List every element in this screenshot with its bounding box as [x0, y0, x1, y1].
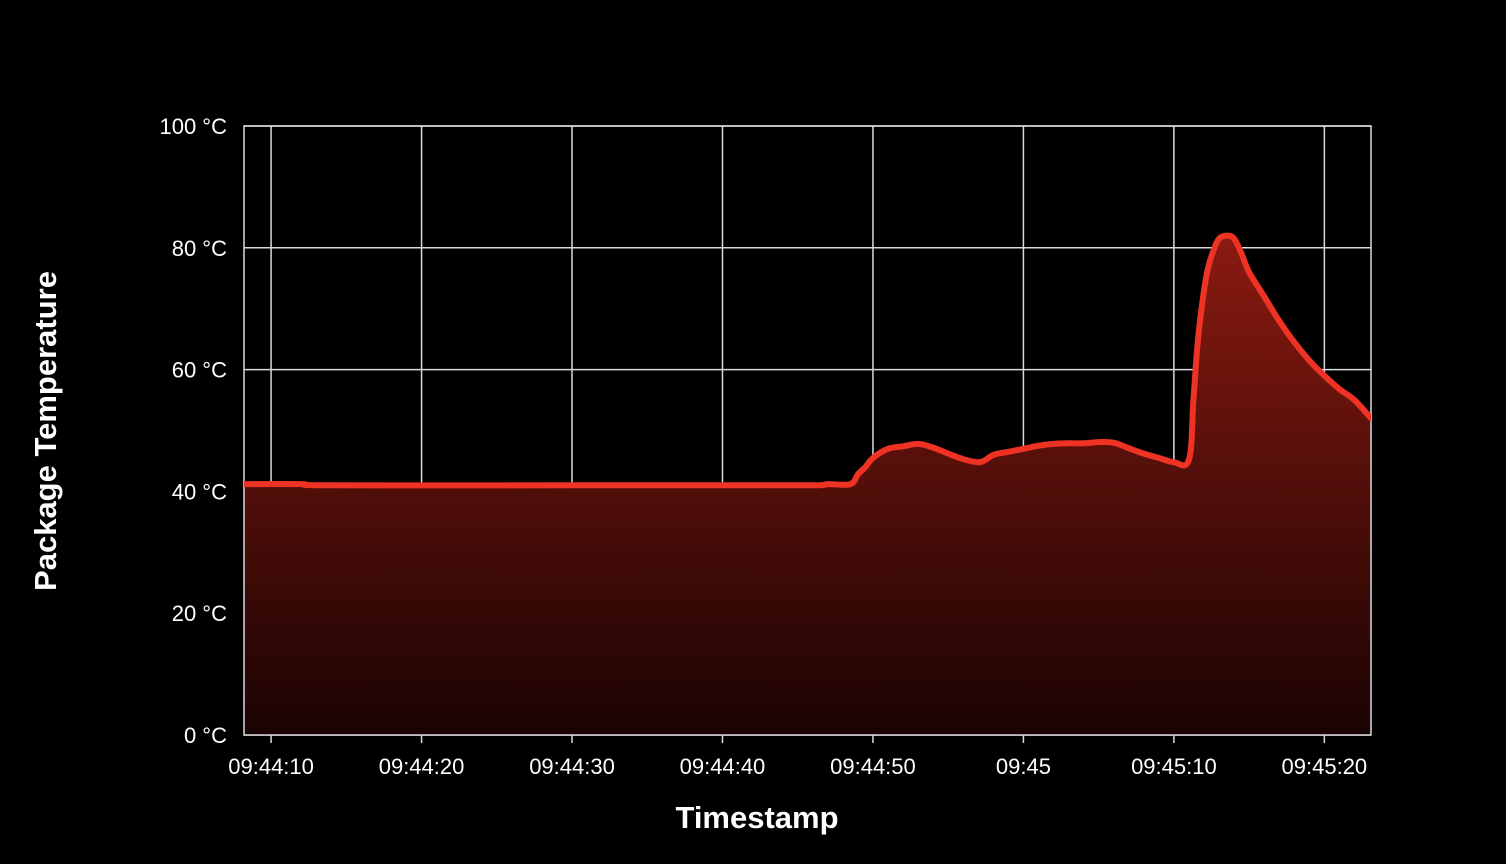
line-layer [244, 232, 1371, 489]
x-tick-label: 09:45 [996, 754, 1051, 779]
y-axis-ticks: 0 °C 20 °C 40 °C 60 °C 80 °C 100 °C [159, 114, 227, 748]
area-layer [244, 235, 1371, 735]
y-tick-label: 0 °C [184, 723, 227, 748]
y-tick-label: 100 °C [159, 114, 227, 139]
y-tick-label: 60 °C [172, 358, 227, 383]
plot-frame [243, 125, 1372, 736]
y-tick-label: 20 °C [172, 601, 227, 626]
x-axis-ticks: 09:44:10 09:44:20 09:44:30 09:44:40 09:44:50… [228, 754, 1367, 779]
series-line [244, 232, 1371, 489]
x-axis-title: Timestamp [675, 800, 838, 835]
series-area [244, 235, 1371, 735]
x-tick-label: 09:45:10 [1131, 754, 1217, 779]
x-tick-label: 09:45:20 [1282, 754, 1368, 779]
x-tick-label: 09:44:30 [529, 754, 615, 779]
x-tick-label: 09:44:20 [379, 754, 465, 779]
y-tick-label: 80 °C [172, 236, 227, 261]
x-tick-label: 09:44:50 [830, 754, 916, 779]
x-tick-label: 09:44:40 [680, 754, 766, 779]
y-tick-label: 40 °C [172, 479, 227, 504]
x-tick-label: 09:44:10 [228, 754, 314, 779]
y-axis-title: Package Temperature [28, 271, 63, 591]
